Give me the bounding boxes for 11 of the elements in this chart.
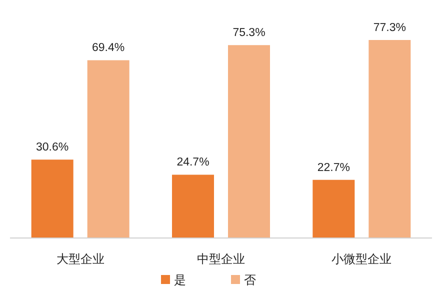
x-tick-label: 小微型企业: [332, 252, 392, 266]
data-label: 22.7%: [317, 162, 350, 174]
x-tick-label: 大型企业: [56, 252, 104, 266]
x-tick-label: 中型企业: [197, 252, 245, 266]
data-label: 24.7%: [176, 156, 210, 169]
legend-label: 是: [174, 273, 186, 287]
legend-label: 否: [244, 273, 256, 287]
data-label: 77.3%: [373, 22, 406, 34]
data-label: 69.4%: [92, 42, 125, 54]
data-label: 30.6%: [36, 142, 69, 154]
data-label: 75.3%: [232, 27, 266, 40]
